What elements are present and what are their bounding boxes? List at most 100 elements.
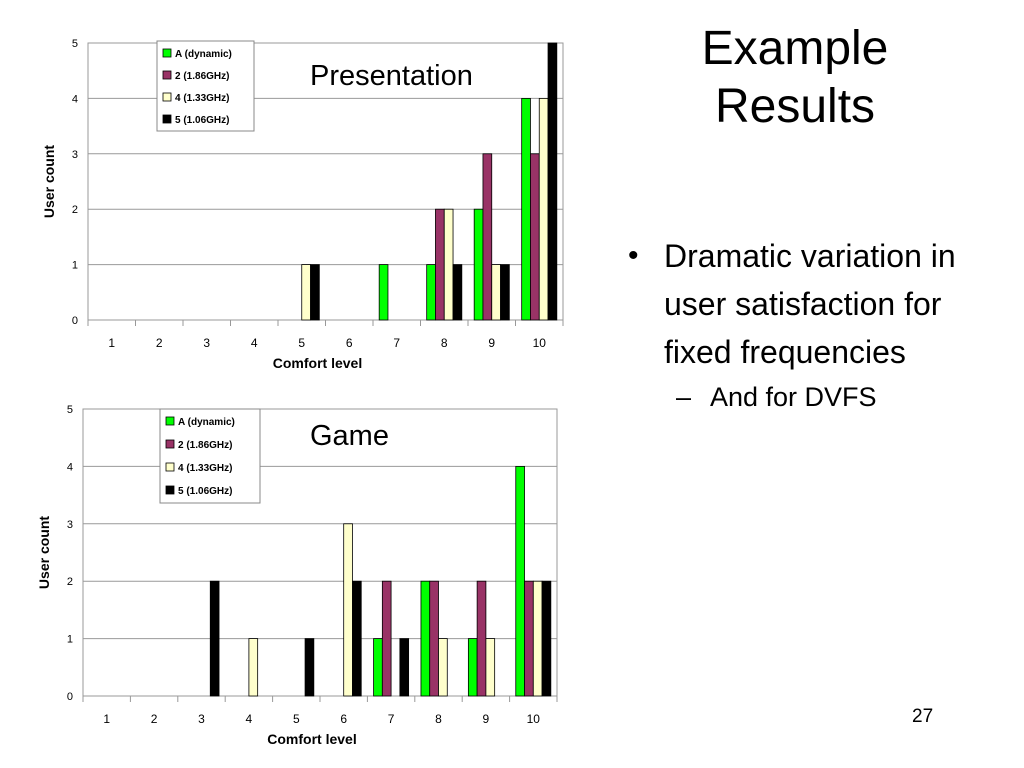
x-tick-label: 8: [435, 712, 442, 726]
x-tick-label: 4: [251, 336, 258, 350]
x-tick-label: 2: [156, 336, 163, 350]
presentation-chart-title: Presentation: [310, 60, 473, 92]
bar: [301, 264, 311, 321]
y-tick-label: 0: [72, 315, 78, 327]
bar: [310, 264, 320, 321]
slide-title: Example Results: [701, 22, 889, 133]
bar: [426, 264, 436, 321]
legend-label: 5 (1.06GHz): [178, 486, 232, 497]
bar: [378, 264, 389, 321]
bar: [476, 580, 487, 697]
y-tick-label: 1: [72, 260, 78, 272]
bar: [530, 153, 540, 321]
bar: [515, 466, 525, 697]
x-tick-label: 6: [346, 336, 353, 350]
legend-label: 5 (1.06GHz): [175, 115, 229, 126]
y-tick-label: 5: [72, 38, 78, 50]
bar: [452, 264, 463, 321]
x-tick-label: 5: [293, 712, 300, 726]
bar: [420, 580, 431, 697]
sub-bullet-dash-icon: –: [676, 382, 692, 412]
page-number: 27: [912, 706, 934, 727]
legend-label: 2 (1.86GHz): [175, 71, 229, 82]
legend-label: A (dynamic): [178, 417, 235, 428]
y-tick-label: 1: [67, 634, 73, 646]
x-tick-label: 3: [198, 712, 205, 726]
legend-label: 4 (1.33GHz): [175, 93, 229, 104]
bar: [547, 42, 558, 321]
x-tick-label: 10: [527, 712, 541, 726]
bullet-list: • Dramatic variation in user satisfactio…: [628, 232, 1008, 414]
y-tick-label: 4: [72, 93, 78, 105]
y-tick-label: 2: [72, 204, 78, 216]
y-tick-label: 0: [67, 691, 73, 703]
legend-swatch: [165, 462, 175, 472]
legend-label: 4 (1.33GHz): [178, 463, 232, 474]
sub-bullet-text: And for DVFS: [710, 382, 877, 412]
legend-label: 2 (1.86GHz): [178, 440, 232, 451]
x-tick-label: 6: [340, 712, 347, 726]
x-tick-label: 9: [488, 336, 495, 350]
legend-swatch: [162, 92, 172, 102]
bar: [485, 638, 496, 697]
bar: [524, 580, 534, 697]
x-tick-label: 10: [533, 336, 547, 350]
bar: [532, 580, 543, 697]
x-axis-title: Comfort level: [273, 355, 362, 371]
x-tick-label: 9: [483, 712, 490, 726]
bar: [304, 638, 315, 697]
bar: [443, 208, 454, 321]
x-tick-label: 2: [151, 712, 158, 726]
y-tick-label: 5: [67, 404, 73, 416]
bar: [429, 580, 439, 697]
bar: [343, 523, 353, 697]
bar: [373, 638, 383, 697]
bar: [381, 580, 392, 697]
legend-swatch: [162, 114, 172, 124]
bar: [438, 638, 448, 697]
bar: [352, 580, 362, 697]
x-tick-label: 1: [103, 712, 110, 726]
legend-swatch: [162, 48, 172, 58]
bar: [473, 208, 484, 321]
game-chart: 0 1 2 3 4 5 1 2 3 4 5 6 7 8 9 10 Comfort level User count…: [36, 404, 558, 747]
bar: [541, 580, 552, 697]
bar: [467, 638, 478, 697]
legend-swatch: [165, 416, 175, 426]
bar: [435, 208, 445, 321]
y-tick-label: 3: [72, 149, 78, 161]
y-axis-title: User count: [36, 516, 52, 589]
bar: [209, 580, 220, 697]
bar: [399, 638, 410, 697]
bullet-text: Dramatic variation in user satisfaction …: [664, 238, 956, 370]
bullet-dot-icon: •: [628, 239, 639, 272]
x-tick-label: 1: [108, 336, 115, 350]
y-tick-label: 4: [67, 461, 73, 473]
x-tick-label: 5: [298, 336, 305, 350]
legend-swatch: [165, 439, 175, 449]
legend-swatch: [162, 70, 172, 80]
x-tick-label: 4: [246, 712, 253, 726]
bar: [248, 638, 259, 697]
legend-label: A (dynamic): [175, 49, 232, 60]
game-chart-title: Game: [310, 420, 389, 452]
x-tick-label: 8: [441, 336, 448, 350]
x-tick-label: 7: [388, 712, 395, 726]
y-tick-label: 2: [67, 576, 73, 588]
x-tick-label: 7: [393, 336, 400, 350]
bullet-item: • Dramatic variation in user satisfactio…: [628, 232, 1008, 376]
sub-bullet-item: – And for DVFS: [676, 380, 1008, 414]
legend-box: [159, 408, 261, 504]
presentation-chart: 0 1 2 3 4 5 1 2 3 4 5 6 7 8 9 10 Comfort level User count…: [41, 38, 564, 371]
bar: [538, 98, 549, 321]
bar: [491, 264, 501, 321]
legend-box: [156, 40, 255, 132]
x-axis-title: Comfort level: [267, 731, 356, 747]
y-axis-title: User count: [41, 145, 57, 218]
bar: [521, 98, 531, 321]
bar: [500, 264, 510, 321]
bar: [482, 153, 493, 321]
legend-swatch: [165, 485, 175, 495]
x-tick-label: 3: [203, 336, 210, 350]
y-tick-label: 3: [67, 519, 73, 531]
